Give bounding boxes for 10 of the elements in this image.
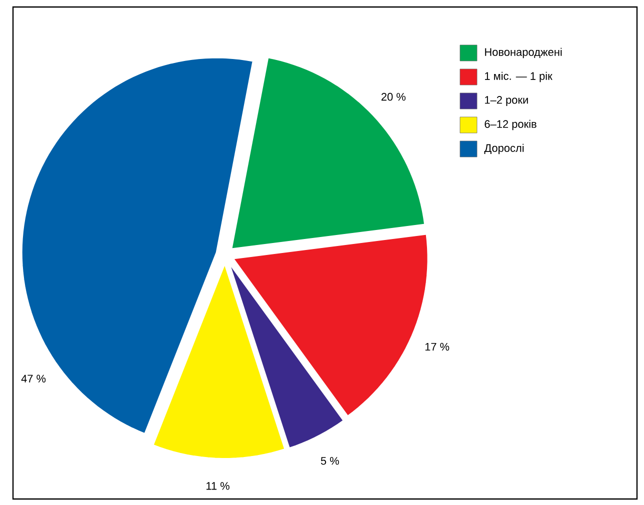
data-label: 47 %: [21, 374, 46, 382]
legend-label: Новонароджені: [485, 48, 562, 58]
data-label: 11 %: [206, 482, 230, 490]
legend-label: 6–12 років: [484, 120, 536, 130]
legend-label: 1–2 роки: [485, 96, 528, 106]
data-label: 20 %: [382, 92, 406, 101]
legend-label: 1 міс. — 1 рік: [485, 72, 552, 82]
legend-label: Дорослі: [484, 144, 524, 154]
data-label: 5 %: [320, 457, 339, 465]
data-label: 17 %: [425, 342, 450, 351]
